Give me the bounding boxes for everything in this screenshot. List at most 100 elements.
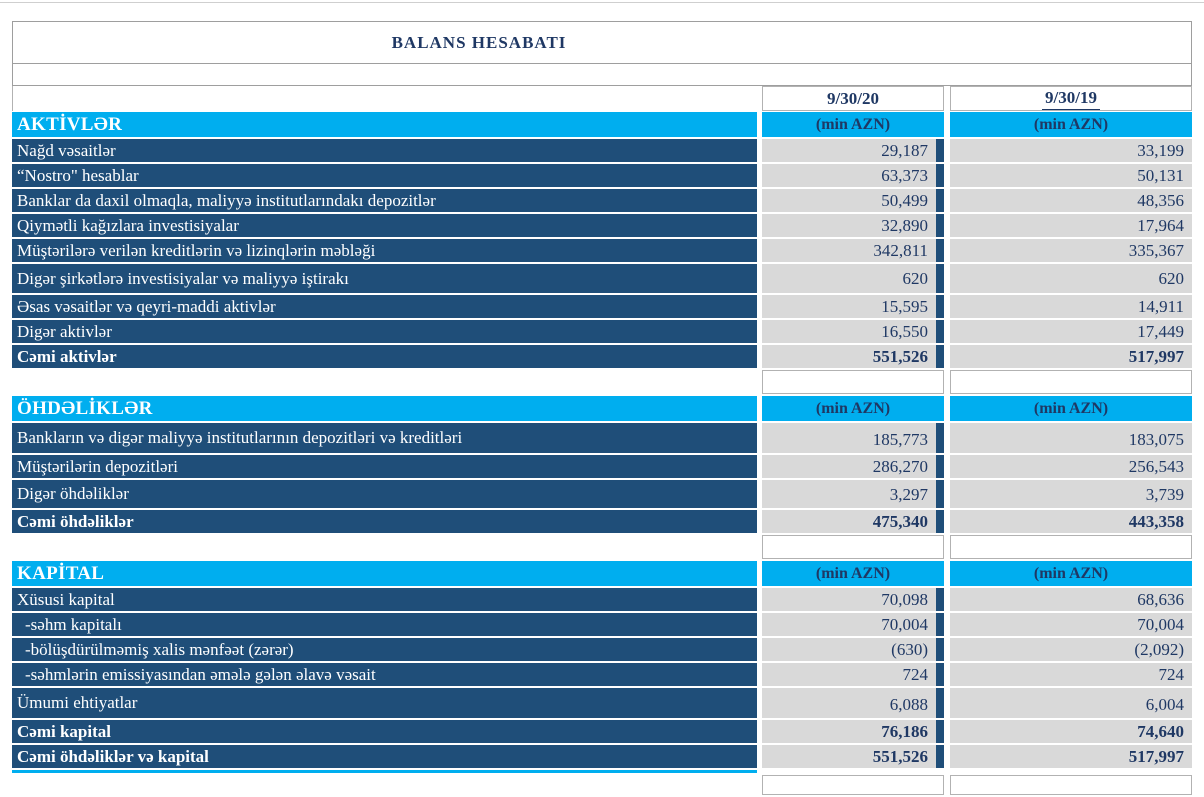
value-cell-period-1: 551,526: [762, 345, 944, 368]
table-row: -səhmlərin emissiyasından əmələ gələn əl…: [12, 663, 1192, 686]
row-label: Cəmi kapital: [12, 720, 757, 743]
value-cell-period-2: 256,543: [950, 455, 1192, 478]
value-cell-period-1: 551,526: [762, 745, 944, 768]
row-label: “Nostro" hesablar: [12, 164, 757, 187]
value-cell-period-2: 14,911: [950, 295, 1192, 318]
value-cell-period-1: 3,297: [762, 480, 944, 508]
row-label: Qiymətli kağızlara investisiyalar: [12, 214, 757, 237]
row-label: Ümumi ehtiyatlar: [12, 688, 757, 718]
value-cell-period-1: (min AZN): [762, 561, 944, 586]
table-row: Banklar da daxil olmaqla, maliyyə instit…: [12, 189, 1192, 212]
row-label: Müştərilərin depozitləri: [12, 455, 757, 478]
value-cell-period-2: 183,075: [950, 423, 1192, 453]
row-label: Müştərilərə verilən kreditlərin və lizin…: [12, 239, 757, 262]
value-cell-period-2: 620: [950, 264, 1192, 293]
table-row: Qiymətli kağızlara investisiyalar 32,890 1…: [12, 214, 1192, 237]
value-cell-period-1: [762, 535, 944, 559]
period-1-label: 9/30/20: [827, 88, 879, 108]
value-cell-period-1: 620: [762, 264, 944, 293]
table-row: Ümumi ehtiyatlar 6,088 6,004: [12, 688, 1192, 718]
spacer-label: [12, 370, 757, 394]
value-cell-period-1: 286,270: [762, 455, 944, 478]
value-cell-period-2: 70,004: [950, 613, 1192, 636]
date-row-label-spacer: [12, 86, 757, 111]
page-top-divider: [0, 2, 1204, 3]
value-cell-period-2: 335,367: [950, 239, 1192, 262]
value-cell-period-1: [762, 775, 944, 795]
value-cell-period-1: 475,340: [762, 510, 944, 533]
table-row: Cəmi aktivlər 551,526 517,997: [12, 345, 1192, 368]
value-cell-period-1: (min AZN): [762, 396, 944, 421]
period-column-2: 9/30/19: [950, 86, 1192, 111]
report-title-row: BALANS HESABATI: [13, 22, 1191, 64]
row-label: Digər öhdəliklər: [12, 480, 757, 508]
table-row: Digər aktivlər 16,550 17,449: [12, 320, 1192, 343]
value-cell-period-1: (min AZN): [762, 112, 944, 137]
row-label: Cəmi aktivlər: [12, 345, 757, 368]
value-cell-period-1: 185,773: [762, 423, 944, 453]
report-title: BALANS HESABATI: [391, 32, 567, 52]
value-cell-period-2: (min AZN): [950, 561, 1192, 586]
section-header-row: AKTİVLƏR (min AZN) (min AZN): [12, 112, 1192, 137]
value-cell-period-2: 50,131: [950, 164, 1192, 187]
section-title: AKTİVLƏR: [12, 112, 757, 137]
section-title: KAPİTAL: [12, 561, 757, 586]
table-row: Əsas vəsaitlər və qeyri-maddi aktivlər 15…: [12, 295, 1192, 318]
value-cell-period-2: 68,636: [950, 588, 1192, 611]
value-cell-period-2: [950, 535, 1192, 559]
table-row: Digər öhdəliklər 3,297 3,739: [12, 480, 1192, 508]
value-cell-period-1: 16,550: [762, 320, 944, 343]
row-label: Cəmi öhdəliklər və kapital: [12, 745, 757, 768]
balance-table-body: AKTİVLƏR (min AZN) (min AZN) Nağd vəsaitlər…: [12, 112, 1192, 795]
value-cell-period-1: 342,811: [762, 239, 944, 262]
value-cell-period-2: 6,004: [950, 688, 1192, 718]
value-cell-period-2: 517,997: [950, 745, 1192, 768]
row-label: Banklar da daxil olmaqla, maliyyə instit…: [12, 189, 757, 212]
value-cell-period-2: 443,358: [950, 510, 1192, 533]
value-cell-period-1: [762, 370, 944, 394]
value-cell-period-1: 63,373: [762, 164, 944, 187]
balance-sheet: BALANS HESABATI 9/30/20 9/30/19 AKTİVLƏR…: [12, 21, 1192, 797]
value-cell-period-1: 50,499: [762, 189, 944, 212]
row-label: Xüsusi kapital: [12, 588, 757, 611]
row-label: -bölüşdürülməmiş xalis mənfəət (zərər): [12, 638, 757, 661]
row-label: -səhmlərin emissiyasından əmələ gələn əl…: [12, 663, 757, 686]
row-label: Digər şirkətlərə investisiyalar və maliy…: [12, 264, 757, 293]
value-cell-period-2: 3,739: [950, 480, 1192, 508]
row-label: Əsas vəsaitlər və qeyri-maddi aktivlər: [12, 295, 757, 318]
section-header-row: KAPİTAL (min AZN) (min AZN): [12, 561, 1192, 586]
value-cell-period-2: 74,640: [950, 720, 1192, 743]
value-cell-period-1: 6,088: [762, 688, 944, 718]
spacer-label: [12, 775, 757, 795]
value-cell-period-1: 76,186: [762, 720, 944, 743]
value-cell-period-1: 29,187: [762, 139, 944, 162]
period-column-1: 9/30/20: [762, 86, 944, 111]
empty-row: [13, 64, 1191, 85]
spacer-row: [12, 775, 1192, 795]
value-cell-period-2: 17,449: [950, 320, 1192, 343]
total-underline-strip: [12, 770, 757, 773]
table-row: -bölüşdürülməmiş xalis mənfəət (zərər) (6…: [12, 638, 1192, 661]
value-cell-period-1: 70,098: [762, 588, 944, 611]
table-row: -səhm kapitalı 70,004 70,004: [12, 613, 1192, 636]
value-cell-period-2: [950, 370, 1192, 394]
section-header-row: ÖHDƏLİKLƏR (min AZN) (min AZN): [12, 396, 1192, 421]
spacer-label: [12, 535, 757, 559]
value-cell-period-2: 517,997: [950, 345, 1192, 368]
table-row: Bankların və digər maliyyə institutların…: [12, 423, 1192, 453]
spacer-row: [12, 535, 1192, 559]
table-row: Xüsusi kapital 70,098 68,636: [12, 588, 1192, 611]
table-row: Cəmi öhdəliklər və kapital 551,526 517,997: [12, 745, 1192, 768]
spacer-row: [12, 370, 1192, 394]
row-label: Cəmi öhdəliklər: [12, 510, 757, 533]
value-cell-period-1: (630): [762, 638, 944, 661]
value-cell-period-1: 32,890: [762, 214, 944, 237]
table-row: Cəmi öhdəliklər 475,340 443,358: [12, 510, 1192, 533]
row-label: Digər aktivlər: [12, 320, 757, 343]
value-cell-period-2: 33,199: [950, 139, 1192, 162]
value-cell-period-1: 15,595: [762, 295, 944, 318]
table-row: Müştərilərin depozitləri 286,270 256,543: [12, 455, 1192, 478]
row-label: Nağd vəsaitlər: [12, 139, 757, 162]
value-cell-period-1: 724: [762, 663, 944, 686]
report-title-box: BALANS HESABATI: [12, 21, 1192, 86]
